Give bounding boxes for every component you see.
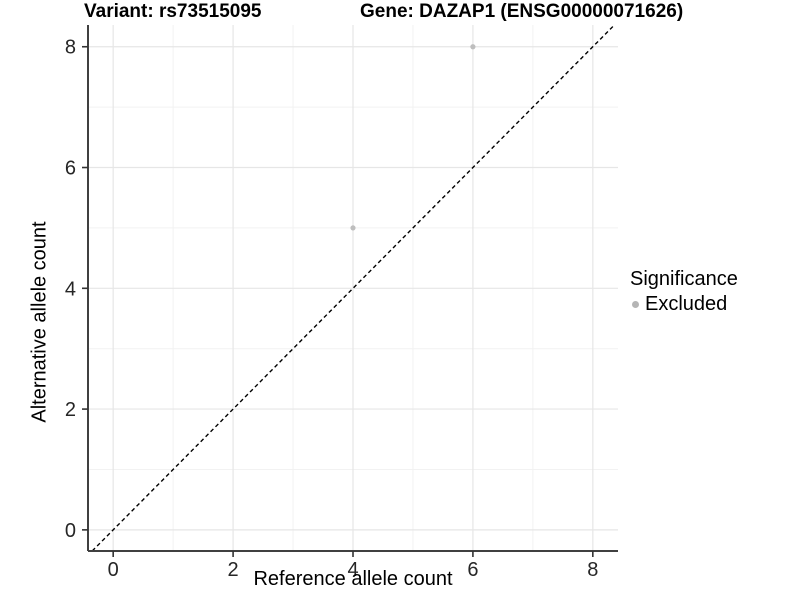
- y-tick-label: 0: [65, 520, 76, 542]
- legend-title: Significance: [630, 268, 738, 290]
- data-point: [470, 44, 476, 50]
- x-tick-label: 0: [108, 559, 119, 581]
- plot-title-gene: Gene: DAZAP1 (ENSG00000071626): [360, 1, 684, 22]
- legend-item-excluded: Excluded: [630, 292, 738, 316]
- legend-item-label: Excluded: [645, 292, 728, 315]
- x-tick-label: 6: [467, 559, 478, 581]
- x-axis-title: Reference allele count: [253, 568, 453, 590]
- y-axis-title: Alternative allele count: [28, 221, 51, 423]
- y-tick-label: 6: [65, 158, 76, 180]
- y-tick-label: 2: [65, 399, 76, 421]
- x-tick-label: 8: [587, 559, 598, 581]
- x-tick-label: 4: [347, 559, 358, 581]
- legend: Significance Excluded: [630, 266, 738, 316]
- x-tick-label: 2: [228, 559, 239, 581]
- data-point: [350, 225, 356, 231]
- y-tick-label: 4: [65, 278, 76, 300]
- identity-line: [91, 24, 615, 552]
- plot-title-variant: Variant: rs73515095: [84, 1, 262, 22]
- y-tick-label: 8: [65, 37, 76, 59]
- legend-point-icon: [632, 300, 639, 308]
